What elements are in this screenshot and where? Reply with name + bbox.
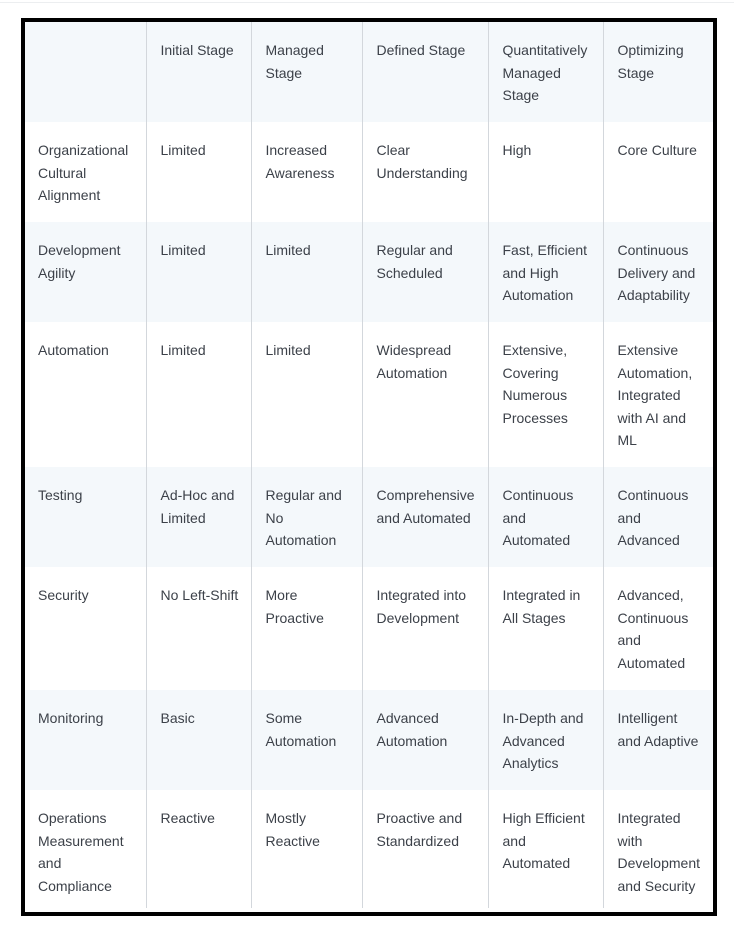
table-cell: Continuous and Automated bbox=[487, 467, 603, 567]
table-cell: Extensive Automation, Integrated with AI… bbox=[602, 322, 713, 467]
table-cell: Intelligent and Adaptive bbox=[602, 690, 713, 790]
table-row: Security No Left-Shift More Proactive Integ… bbox=[25, 567, 713, 690]
row-header: Security bbox=[38, 587, 89, 603]
column-header: Defined Stage bbox=[361, 22, 488, 122]
table-cell: Proactive and Standardized bbox=[361, 790, 488, 908]
table-cell: Integrated into Development bbox=[361, 567, 488, 690]
divider bbox=[0, 2, 734, 3]
table-cell: Basic bbox=[145, 690, 251, 790]
table-cell: Core Culture bbox=[602, 122, 713, 222]
table-cell: Advanced Automation bbox=[361, 690, 488, 790]
table-cell: Clear Understanding bbox=[361, 122, 488, 222]
table-cell: Mostly Reactive bbox=[250, 790, 362, 908]
table-row: Organizational Cultural Alignment Limited… bbox=[25, 122, 713, 222]
table-cell: Fast, Efficient and High Automation bbox=[487, 222, 603, 322]
maturity-table-frame: Initial Stage Managed Stage Defined Stage Q… bbox=[21, 18, 717, 916]
table-cell: Some Automation bbox=[250, 690, 362, 790]
table-cell: Reactive bbox=[145, 790, 251, 908]
table-header-row: Initial Stage Managed Stage Defined Stage Q… bbox=[25, 22, 713, 122]
column-header: Optimizing Stage bbox=[602, 22, 713, 122]
table-cell: In-Depth and Advanced Analytics bbox=[487, 690, 603, 790]
table-cell: No Left-Shift bbox=[145, 567, 251, 690]
table-cell: Extensive, Covering Numerous Processes bbox=[487, 322, 603, 467]
table-cell: Continuous and Advanced bbox=[602, 467, 713, 567]
row-header: Testing bbox=[25, 467, 146, 567]
table-cell: Limited bbox=[145, 122, 251, 222]
table-cell: High bbox=[487, 122, 603, 222]
table-cell: Comprehensive and Automated bbox=[361, 467, 488, 567]
table-cell: Widespread Automation bbox=[361, 322, 488, 467]
table-cell: Regular and No Automation bbox=[250, 467, 362, 567]
table-cell: Limited bbox=[145, 322, 251, 467]
table-cell: Integrated in All Stages bbox=[487, 567, 603, 690]
table-row: Monitoring Basic Some Automation Advanced A… bbox=[25, 690, 713, 790]
table-row: Automation Limited Limited Widespread Autom… bbox=[25, 322, 713, 467]
table-cell: Limited bbox=[145, 222, 251, 322]
row-header: Automation bbox=[38, 342, 109, 358]
table-row: Development Agility Limited Limited Regular… bbox=[25, 222, 713, 322]
table-row: Testing Ad-Hoc and Limited Regular and No … bbox=[25, 467, 713, 567]
table-cell: Limited bbox=[250, 322, 362, 467]
column-header: Initial Stage bbox=[145, 22, 251, 122]
table-cell: Increased Awareness bbox=[250, 122, 362, 222]
maturity-table: Initial Stage Managed Stage Defined Stage Q… bbox=[25, 22, 713, 908]
row-header: Monitoring bbox=[25, 690, 146, 790]
table-cell: Continuous Delivery and Adaptability bbox=[602, 222, 713, 322]
row-header: Organizational Cultural Alignment bbox=[38, 142, 129, 203]
table-cell: Limited bbox=[250, 222, 362, 322]
row-header: Development Agility bbox=[25, 222, 146, 322]
row-header: Operations Measurement and Compliance bbox=[38, 810, 124, 894]
table-cell: Regular and Scheduled bbox=[361, 222, 488, 322]
table-cell: More Proactive bbox=[250, 567, 362, 690]
table-row: Operations Measurement and Compliance Rea… bbox=[25, 790, 713, 908]
table-cell: High Efficient and Automated bbox=[487, 790, 603, 908]
table-cell: Ad-Hoc and Limited bbox=[145, 467, 251, 567]
column-header bbox=[25, 22, 146, 122]
column-header: Quantitatively Managed Stage bbox=[487, 22, 603, 122]
table-cell: Advanced, Continuous and Automated bbox=[602, 567, 713, 690]
table-cell: Integrated with Development and Security bbox=[602, 790, 713, 908]
column-header: Managed Stage bbox=[250, 22, 362, 122]
